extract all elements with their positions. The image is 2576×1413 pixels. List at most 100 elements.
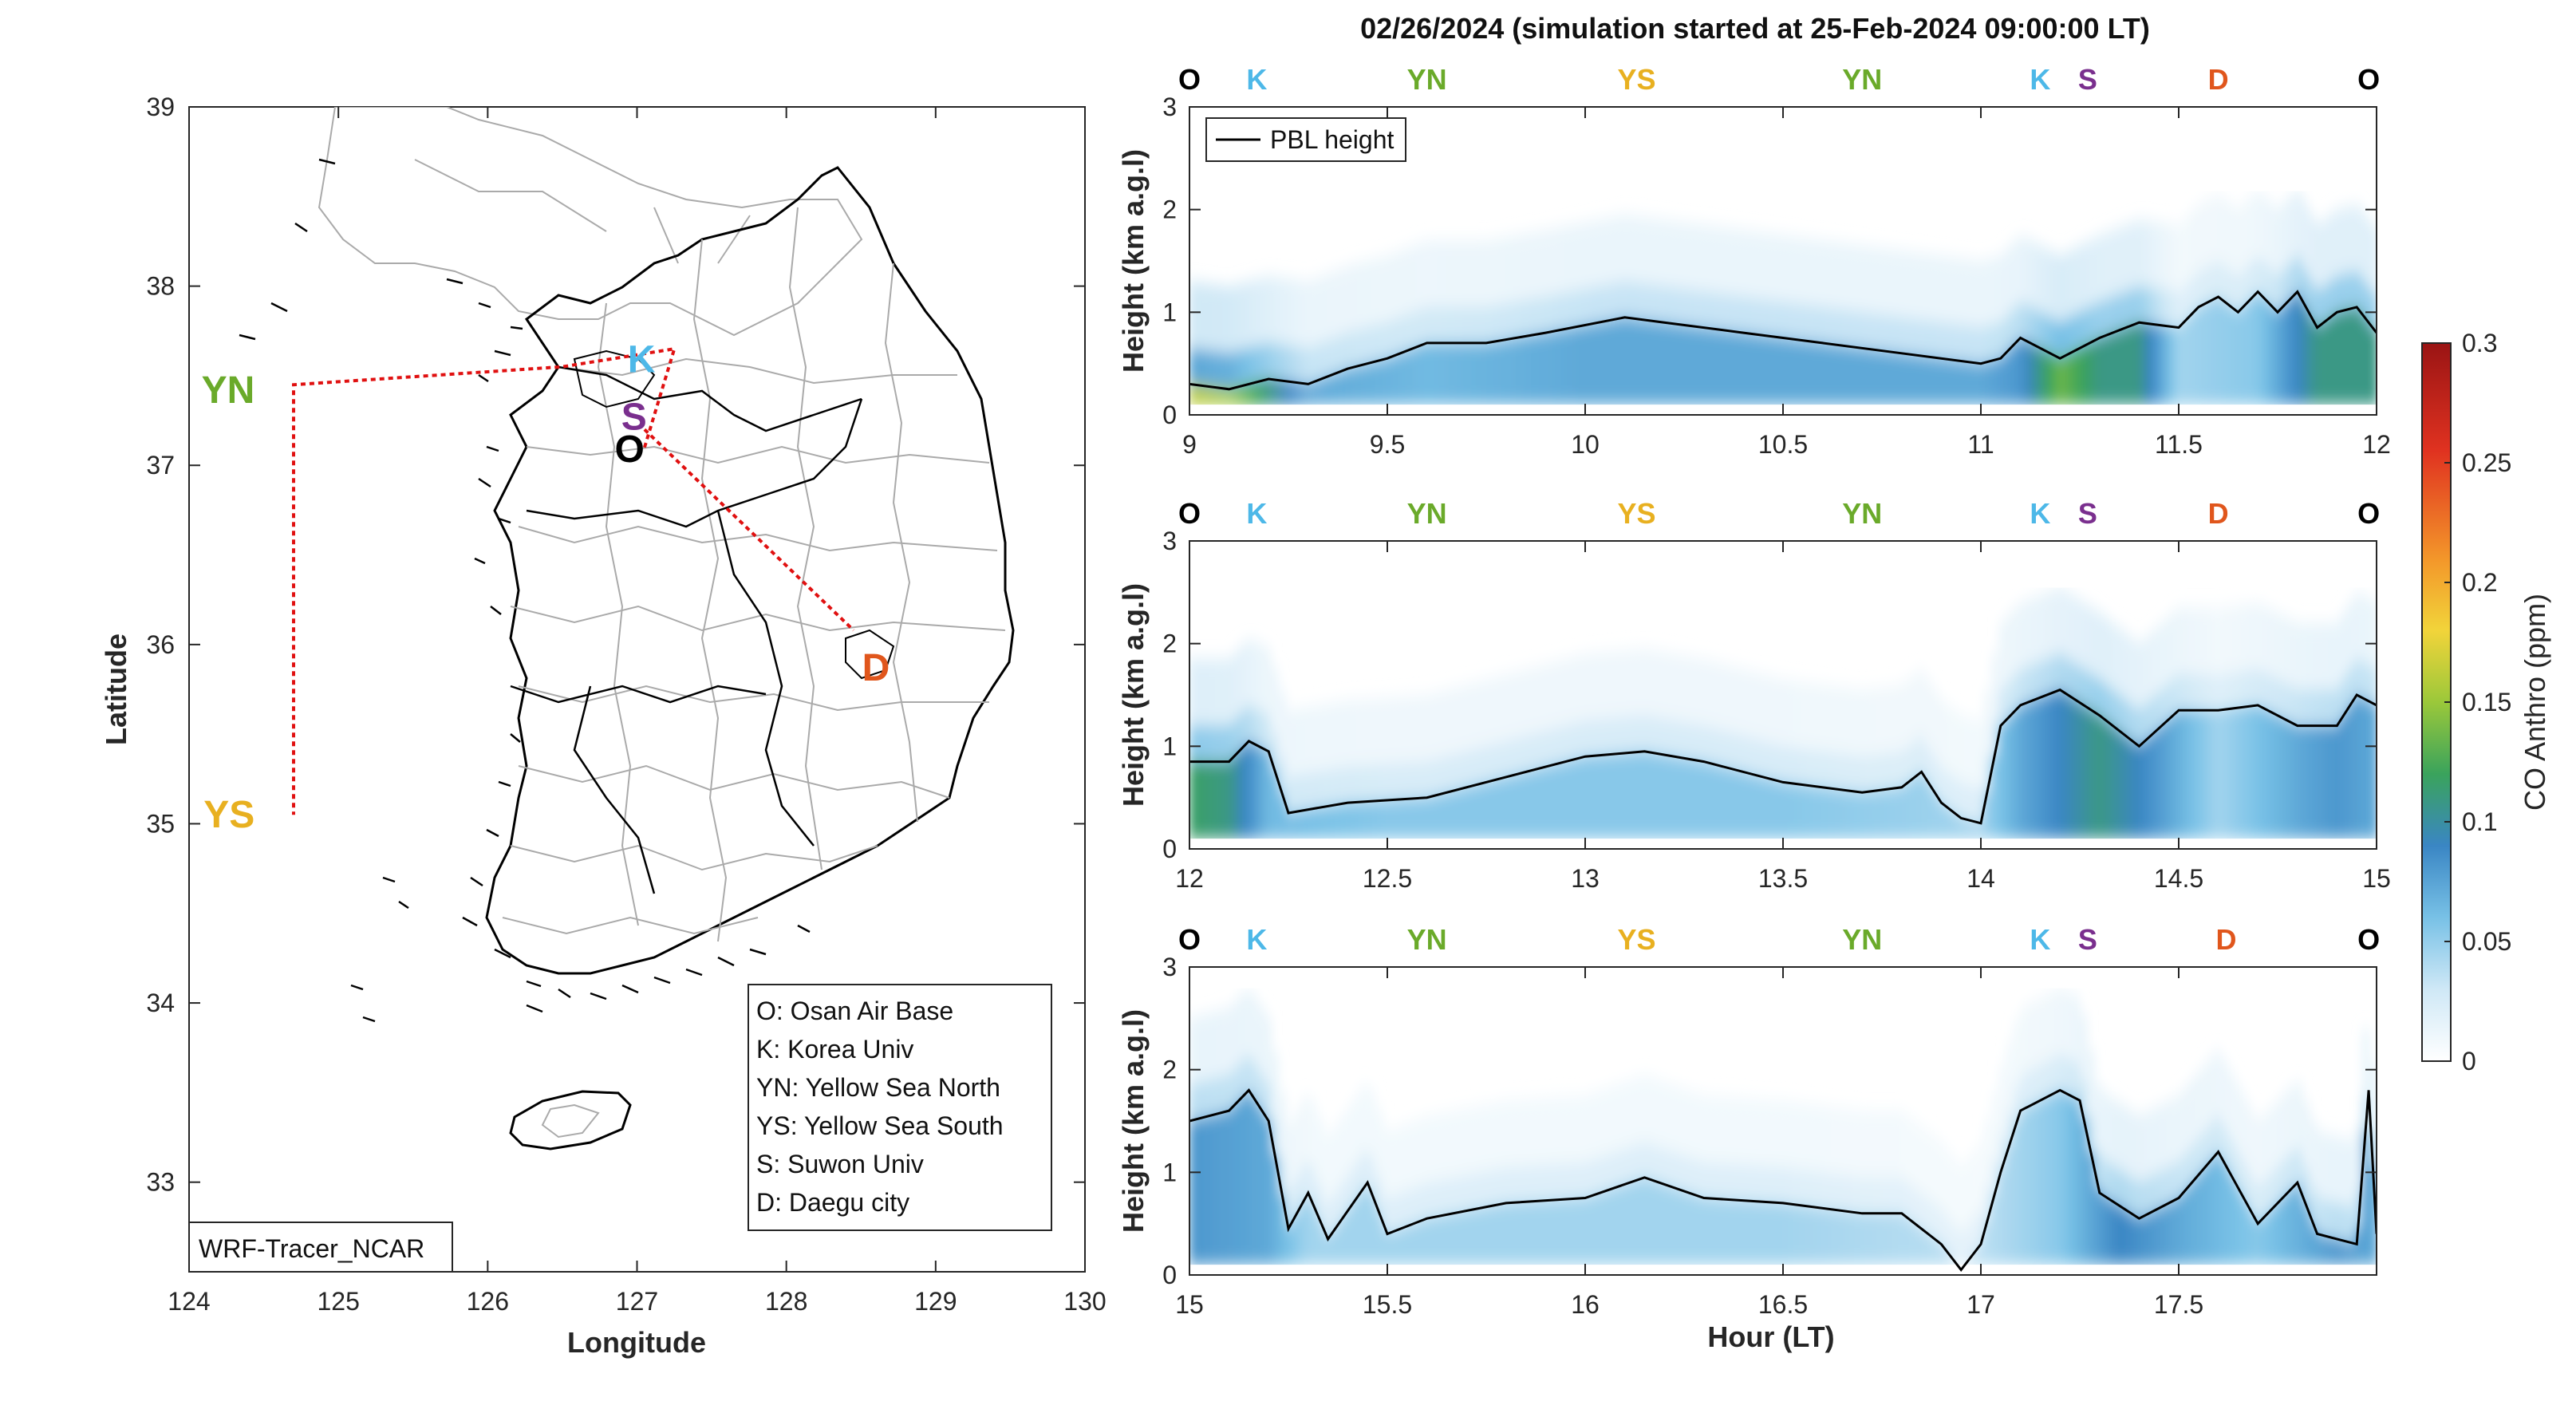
conc-cell-mid [1493,743,1502,780]
conc-cell-upper [1916,1125,1925,1228]
conc-cell [1316,1218,1324,1265]
curtain-xtick-label: 16 [1571,1290,1600,1319]
conc-cell [1204,386,1213,405]
conc-cell [2354,308,2363,405]
conc-cell-mid [1716,729,1725,766]
conc-cell-upper [1679,1087,1688,1191]
conc-cell-mid [2132,707,2140,744]
conc-cell-mid [2101,1161,2111,1198]
conc-cell-mid [2094,1151,2103,1187]
conc-cell [1872,1213,1880,1265]
conc-cell-upper [1901,251,1911,354]
conc-cell-mid [2235,274,2244,311]
map-ylabel: Latitude [100,633,132,745]
conc-cell [1649,321,1658,405]
conc-cell-upper [2317,222,2326,326]
conc-cell-upper [1820,240,1828,344]
conc-cell-mid [1397,1192,1406,1229]
conc-cell-upper [2168,1098,2177,1202]
conc-cell [1249,1095,1257,1265]
conc-cell-upper [1716,663,1725,766]
conc-cell-mid [1300,347,1309,384]
conc-cell-mid [1293,1177,1302,1214]
conc-cell-mid [1575,290,1584,326]
conc-cell-upper [2228,204,2237,308]
conc-cell [2310,321,2318,405]
conc-cell-upper [1375,258,1383,361]
conc-cell-mid [1449,1177,1458,1214]
conc-cell-upper [2057,988,2066,1091]
conc-cell-mid [1300,774,1309,811]
conc-cell [2206,1162,2215,1265]
conc-cell-mid [2049,319,2059,356]
conc-cell [1827,1209,1836,1265]
conc-cell-upper [1486,678,1495,782]
conc-cell [1582,1197,1592,1265]
conc-cell-upper [1835,686,1844,790]
conc-cell-upper [1545,229,1554,333]
conc-cell-upper [1397,1126,1406,1229]
conc-cell [2228,1176,2237,1265]
conc-cell [1590,1194,1599,1265]
conc-cell-upper [1931,690,1940,794]
conc-cell [1330,1229,1339,1265]
conc-cell-mid [1352,766,1361,803]
conc-cell-upper [1530,231,1540,335]
conc-cell-mid [1271,1119,1280,1155]
conc-cell [1323,806,1331,839]
conc-cell-mid [2258,259,2266,296]
conc-cell [2101,1197,2111,1265]
conc-cell-upper [2302,204,2311,308]
conc-cell-upper [2228,1073,2237,1177]
conc-cell-upper [1264,276,1272,380]
curtain-xtick-label: 17 [1967,1290,1995,1319]
conc-cell-upper [2013,606,2022,709]
conc-cell-mid [1901,318,1911,354]
conc-cell-mid [2310,285,2318,322]
conc-cell-mid [2013,306,2022,342]
conc-cell-upper [1619,650,1628,754]
conc-cell-upper [1709,661,1718,764]
conc-cell-upper [1790,1102,1799,1205]
conc-cell-upper [1316,277,1324,380]
conc-cell-mid [2265,267,2274,304]
conc-cell-mid [2006,1109,2014,1146]
conc-cell-upper [1456,240,1466,343]
conc-cell-mid [1271,343,1280,380]
conc-cell-mid [1686,723,1695,760]
conc-cell [1233,387,1243,405]
curtain-xtick-label: 16.5 [1758,1290,1808,1319]
conc-cell-upper [1775,1099,1784,1203]
conc-cell [2310,725,2318,839]
conc-cell [1761,335,1769,405]
conc-cell-upper [1909,251,1918,355]
curtain-xtick-label: 17.5 [2154,1290,2203,1319]
conc-cell [1931,793,1940,839]
pbl-height-line [1189,688,2377,825]
conc-cell-mid [1204,350,1213,387]
conc-cell-upper [2228,606,2237,709]
conc-cell-mid [1642,284,1651,321]
conc-cell [1783,338,1792,405]
conc-cell [1939,1245,1947,1265]
conc-cell-upper [1516,235,1525,337]
conc-cell-mid [2213,674,2222,711]
conc-cell [1827,788,1836,839]
conc-cell-mid [1264,343,1272,380]
conc-cell [2361,318,2370,405]
conc-cell [2035,697,2044,839]
conc-cell-mid [1738,736,1747,772]
conc-cell [2332,725,2341,839]
conc-cell-upper [1686,1090,1695,1194]
conc-cell-mid [2206,265,2215,302]
conc-cell [2146,324,2155,405]
conc-cell-mid [1939,322,1947,359]
conc-cell-mid [1761,1166,1769,1202]
colorbar-tick-label: 0.3 [2462,329,2497,357]
conc-cell-upper [1761,232,1769,336]
conc-cell [1471,342,1480,405]
conc-cell [2287,298,2296,405]
conc-cell [1471,1209,1480,1265]
conc-cell-upper [2013,1019,2022,1123]
conc-cell-mid [2027,307,2037,344]
